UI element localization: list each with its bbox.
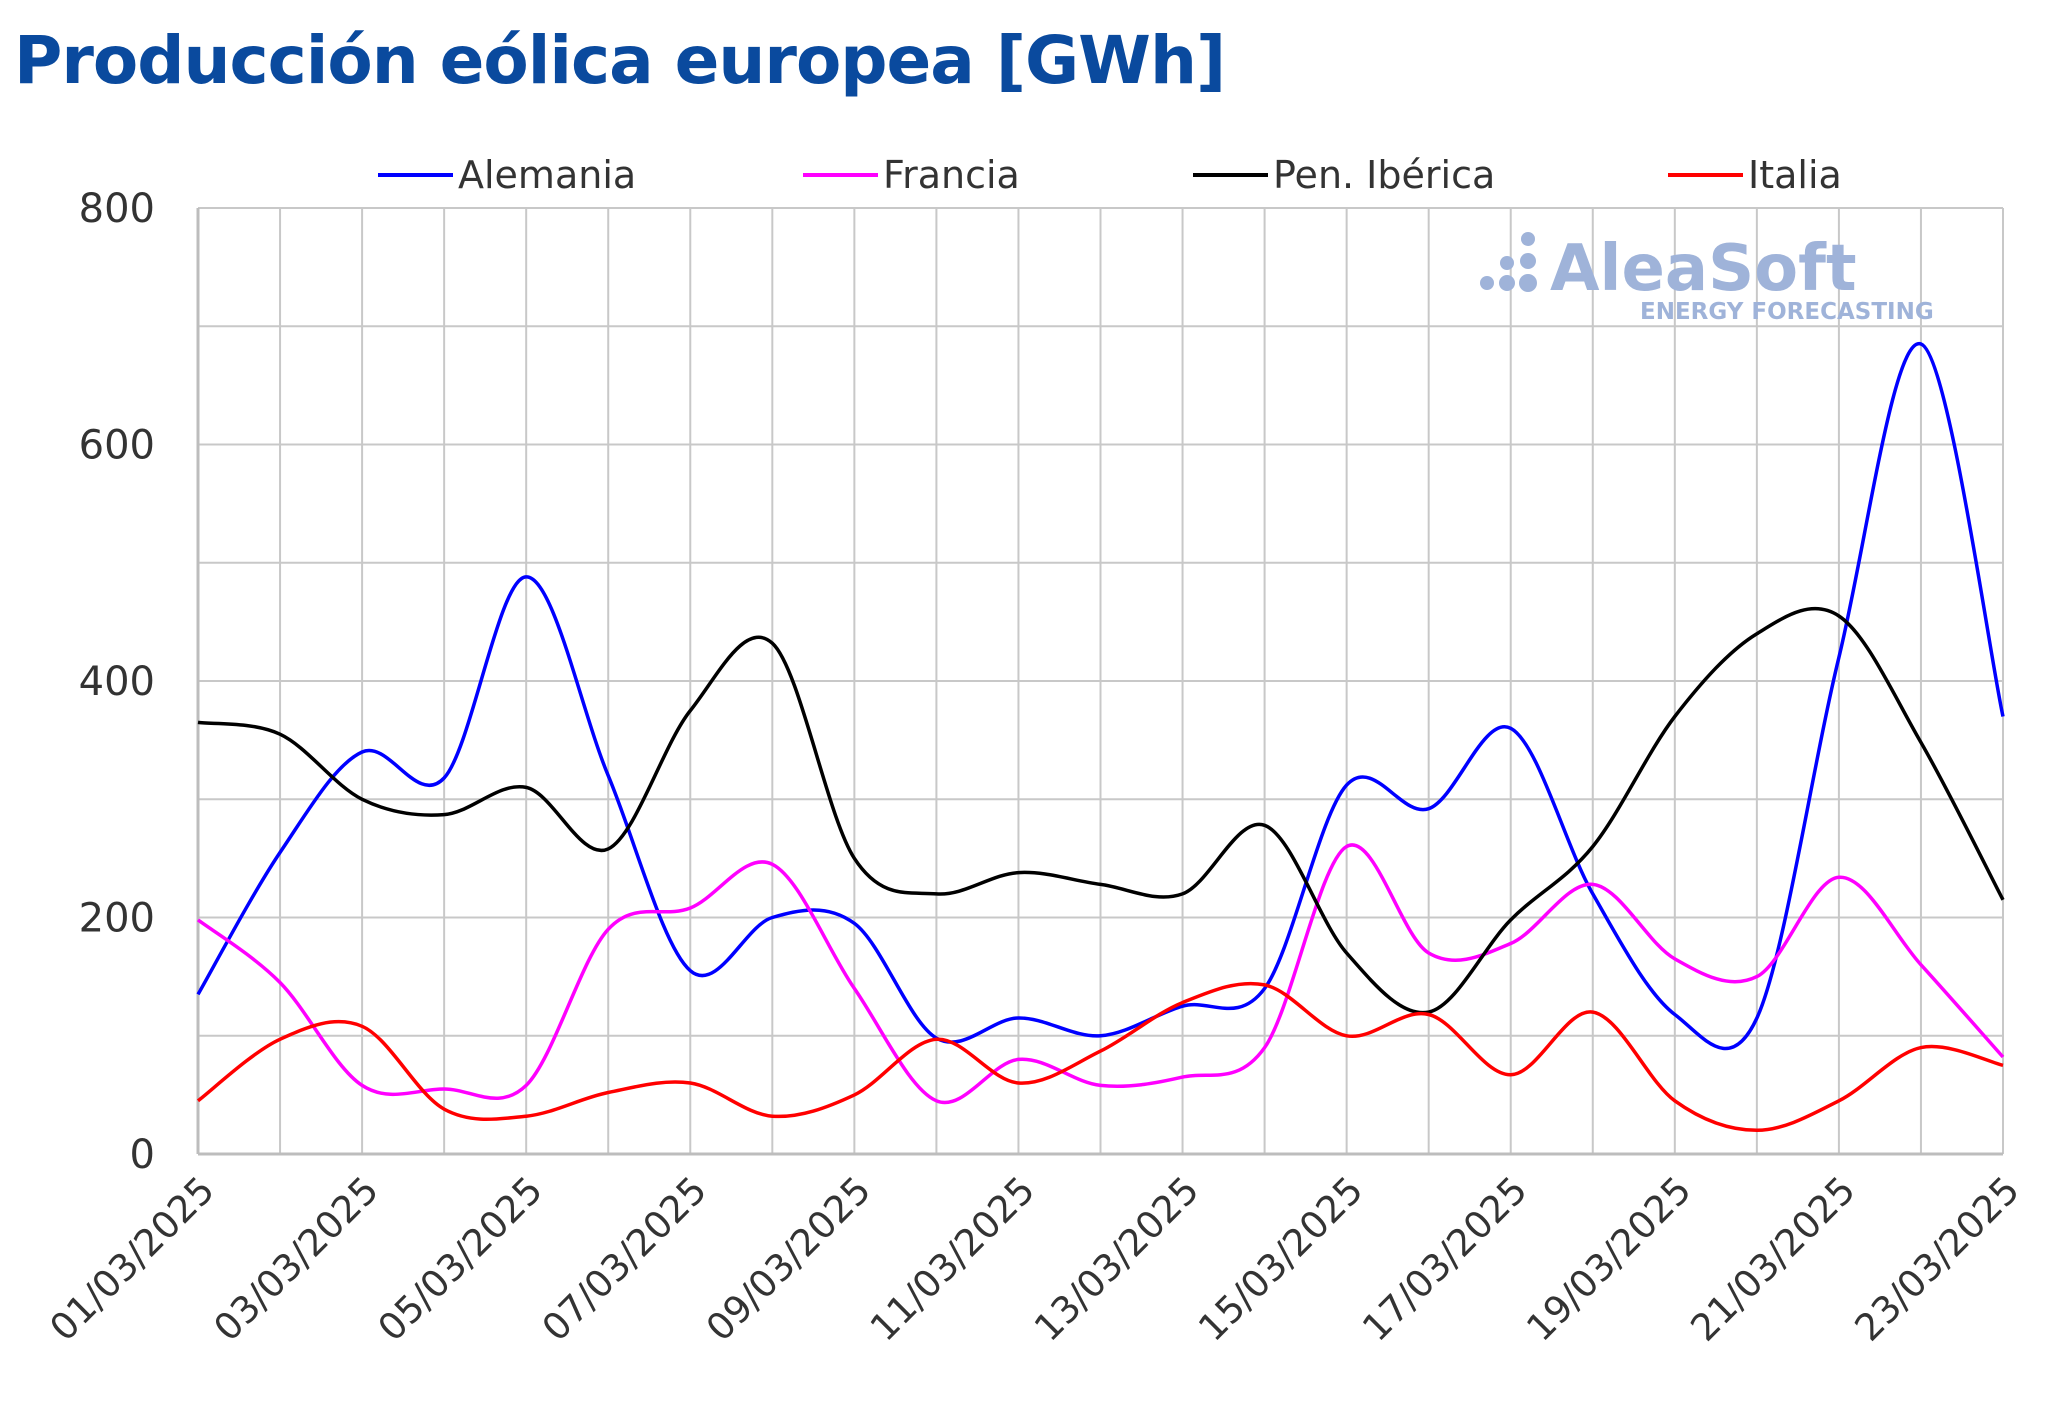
- legend-label-pen-ib-rica: Pen. Ibérica: [1273, 153, 1495, 197]
- x-tick-label: 07/03/2025: [534, 1168, 715, 1349]
- grid: [197, 207, 2004, 1155]
- logo-tagline: ENERGY FORECASTING: [1640, 299, 1934, 325]
- y-tick-label: 400: [79, 659, 155, 705]
- x-tick-label: 23/03/2025: [1847, 1168, 2028, 1349]
- y-tick-label: 600: [79, 423, 155, 469]
- y-tick-label: 200: [79, 896, 155, 942]
- x-tick-label: 17/03/2025: [1354, 1168, 1535, 1349]
- series-lines: [196, 342, 2005, 1133]
- x-tick-label: 13/03/2025: [1026, 1168, 1207, 1349]
- y-tick-label: 800: [79, 186, 155, 232]
- y-tick-label: 0: [130, 1132, 155, 1178]
- series-line-alemania: [196, 342, 2005, 1051]
- aleasoft-logo: AleaSoft ENERGY FORECASTING: [1480, 232, 1934, 325]
- x-tick-label: 19/03/2025: [1518, 1168, 1699, 1349]
- x-tick-label: 11/03/2025: [862, 1168, 1043, 1349]
- x-tick-label: 01/03/2025: [42, 1168, 223, 1349]
- legend-label-alemania: Alemania: [458, 153, 636, 197]
- chart-title: Producción eólica europea [GWh]: [14, 22, 1226, 99]
- x-tick-label: 03/03/2025: [206, 1168, 387, 1349]
- series-line-francia: [196, 843, 2005, 1105]
- logo-name: AleaSoft: [1550, 232, 1857, 306]
- series-line-pen-ib-rica: [197, 606, 2005, 1015]
- x-tick-label: 05/03/2025: [370, 1168, 551, 1349]
- x-tick-label: 21/03/2025: [1682, 1168, 1863, 1349]
- x-tick-label: 15/03/2025: [1190, 1168, 1371, 1349]
- x-tick-label: 09/03/2025: [698, 1168, 879, 1349]
- legend-label-italia: Italia: [1748, 153, 1842, 197]
- logo-dots-icon: [1480, 232, 1537, 292]
- legend: Alemania Francia Pen. Ibérica Italia: [378, 153, 1842, 197]
- series-line-italia: [196, 981, 2004, 1133]
- legend-label-francia: Francia: [883, 153, 1020, 197]
